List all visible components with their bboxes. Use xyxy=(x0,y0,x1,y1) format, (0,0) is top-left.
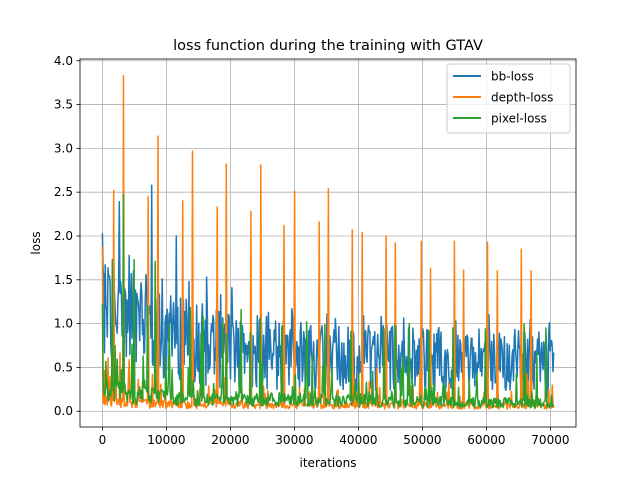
legend-box xyxy=(446,63,571,134)
x-axis-label: iterations xyxy=(300,456,357,470)
legend-label-pixel-loss: pixel-loss xyxy=(491,112,547,126)
x-tick-label: 60000 xyxy=(467,433,505,447)
series-line-pixel-loss xyxy=(101,194,555,409)
legend: bb-loss depth-loss pixel-loss xyxy=(446,63,571,134)
x-tick-label: 10000 xyxy=(147,433,185,447)
y-tick-label: 4.0 xyxy=(54,54,73,68)
x-tick-label: 20000 xyxy=(211,433,249,447)
tick-layer: 0 10000 20000 30000 40000 50000 60000 70000 0.0 0… xyxy=(54,54,570,447)
y-tick-label: 0.5 xyxy=(54,360,73,374)
y-axis-label: loss xyxy=(29,231,43,254)
y-tick-label: 1.5 xyxy=(54,273,73,287)
series-layer xyxy=(101,74,555,410)
y-tick-label: 0.0 xyxy=(54,404,73,418)
y-tick-label: 2.5 xyxy=(54,185,73,199)
chart-title: loss function during the training with G… xyxy=(173,38,483,54)
x-tick-label: 50000 xyxy=(403,433,441,447)
y-tick-label: 3.0 xyxy=(54,141,73,155)
x-tick-label: 0 xyxy=(99,433,107,447)
y-tick-label: 1.0 xyxy=(54,317,73,331)
x-tick-label: 70000 xyxy=(531,433,569,447)
x-tick-label: 40000 xyxy=(339,433,377,447)
y-tick-label: 2.0 xyxy=(54,229,73,243)
axes-frame xyxy=(79,58,577,428)
legend-label-depth-loss: depth-loss xyxy=(491,91,553,105)
y-tick-label: 3.5 xyxy=(54,98,73,112)
legend-label-bb-loss: bb-loss xyxy=(491,70,534,84)
x-tick-label: 30000 xyxy=(275,433,313,447)
